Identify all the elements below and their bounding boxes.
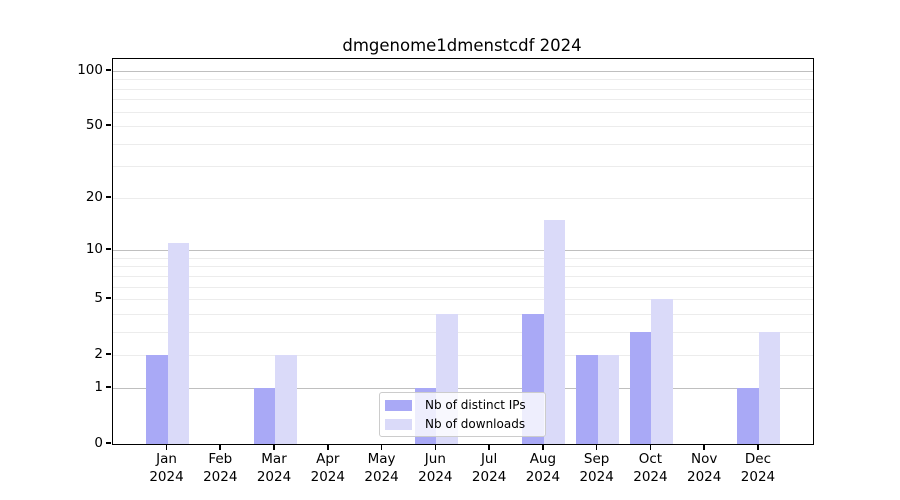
major-gridline <box>113 71 813 72</box>
minor-gridline <box>113 313 813 315</box>
legend: Nb of distinct IPs Nb of downloads <box>379 392 546 437</box>
x-tick-label: Jan 2024 <box>149 451 184 485</box>
x-tick <box>488 444 490 450</box>
x-tick-label: Oct 2024 <box>633 451 668 485</box>
y-tick-label: 100 <box>77 62 103 78</box>
y-tick <box>105 353 111 355</box>
bar-distinct-ips-jan <box>146 355 168 444</box>
legend-swatch-distinct-ips <box>385 399 412 411</box>
minor-gridline <box>113 257 813 259</box>
y-tick-label: 2 <box>94 346 103 363</box>
major-gridline <box>113 250 813 252</box>
y-tick-label: 1 <box>94 378 103 395</box>
minor-gridline <box>113 275 813 277</box>
legend-item-downloads: Nb of downloads <box>385 417 545 431</box>
chart-title: dmgenome1dmenstcdf 2024 <box>342 36 582 55</box>
x-tick-label: Dec 2024 <box>740 451 776 485</box>
x-tick <box>327 444 329 450</box>
y-tick-label: 0 <box>94 435 103 451</box>
minor-gridline <box>113 111 813 113</box>
legend-swatch-downloads <box>385 418 412 430</box>
y-tick-label: 5 <box>94 290 103 307</box>
x-tick-label: Aug 2024 <box>525 451 561 485</box>
y-tick <box>105 386 111 388</box>
x-tick-label: May 2024 <box>364 451 399 485</box>
y-tick <box>105 124 111 127</box>
bar-downloads-mar <box>275 355 297 444</box>
y-tick <box>105 442 111 444</box>
minor-gridline <box>113 126 813 128</box>
x-tick <box>165 444 168 450</box>
x-tick <box>649 444 652 450</box>
bar-distinct-ips-mar <box>253 387 276 444</box>
legend-label-downloads: Nb of downloads <box>425 417 526 431</box>
minor-gridline <box>113 88 813 90</box>
bar-downloads-dec <box>758 331 781 444</box>
x-tick-label: Nov 2024 <box>687 451 722 485</box>
x-tick-label: Mar 2024 <box>256 451 292 485</box>
y-tick <box>105 69 111 71</box>
legend-item-distinct-ips: Nb of distinct IPs <box>385 398 545 412</box>
plot-area <box>112 58 814 445</box>
x-tick-label: Feb 2024 <box>203 451 238 485</box>
y-tick-label: 20 <box>85 188 103 205</box>
bar-distinct-ips-dec <box>737 387 759 444</box>
x-tick-label: Sep 2024 <box>579 451 614 485</box>
bar-distinct-ips-sep <box>576 355 598 444</box>
minor-gridline <box>113 166 813 168</box>
minor-gridline <box>113 197 813 199</box>
minor-gridline <box>113 266 813 268</box>
major-gridline <box>113 387 813 389</box>
x-tick <box>219 444 222 450</box>
minor-gridline <box>113 355 813 357</box>
x-tick <box>595 444 598 450</box>
bar-distinct-ips-oct <box>629 331 652 444</box>
y-tick <box>105 196 111 198</box>
legend-label-distinct-ips: Nb of distinct IPs <box>425 398 526 412</box>
bar-downloads-jan <box>167 243 189 444</box>
minor-gridline <box>113 331 813 333</box>
minor-gridline <box>113 79 813 81</box>
x-tick-label: Apr 2024 <box>310 451 345 485</box>
x-tick <box>434 444 437 450</box>
minor-gridline <box>113 143 813 145</box>
x-tick <box>703 444 705 450</box>
y-tick-label: 50 <box>85 117 103 134</box>
minor-gridline <box>113 99 813 101</box>
x-tick-label: Jun 2024 <box>418 451 453 485</box>
minor-gridline <box>113 299 813 301</box>
x-tick <box>542 444 544 450</box>
x-tick <box>273 444 275 450</box>
y-tick-label: 10 <box>85 241 103 258</box>
y-tick <box>105 248 111 250</box>
bar-downloads-aug <box>543 219 566 444</box>
x-tick-label: Jul 2024 <box>471 451 507 485</box>
minor-gridline <box>113 286 813 288</box>
bar-downloads-oct <box>651 299 673 444</box>
bar-downloads-sep <box>597 355 620 444</box>
y-tick <box>105 297 111 299</box>
x-tick <box>757 444 759 450</box>
x-tick <box>380 444 383 450</box>
